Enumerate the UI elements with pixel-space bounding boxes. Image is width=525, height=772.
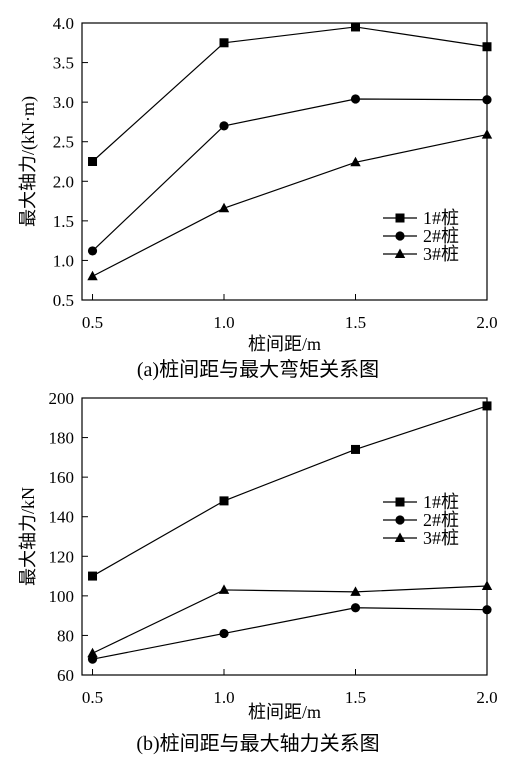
data-point <box>482 401 492 411</box>
y-tick-label: 3.0 <box>53 93 74 112</box>
legend-marker <box>395 231 405 241</box>
data-point <box>219 628 229 639</box>
x-tick-label: 1.0 <box>213 313 234 332</box>
y-tick-label: 1.5 <box>53 212 74 231</box>
x-tick-label: 0.5 <box>82 313 103 332</box>
data-point <box>482 42 492 52</box>
series-3 <box>87 580 493 658</box>
y-tick-label: 2.5 <box>53 133 74 152</box>
y-tick-label: 80 <box>57 626 74 645</box>
y-tick-label: 0.5 <box>53 291 74 310</box>
series-line <box>92 405 488 577</box>
data-point <box>482 95 492 105</box>
data-point <box>219 38 229 48</box>
data-point <box>350 156 361 167</box>
caption-a: (a)桩间距与最大弯矩关系图 <box>137 358 379 381</box>
legend-label: 3#桩 <box>423 528 459 548</box>
plot-frame-a <box>81 22 488 301</box>
y-axis-label-b: 最大轴力/kN <box>18 487 38 586</box>
series-1 <box>88 22 492 166</box>
legend-label: 1#桩 <box>423 492 459 512</box>
data-point <box>350 603 361 613</box>
data-point <box>87 246 98 256</box>
legend-marker <box>394 532 406 542</box>
y-tick-label: 3.5 <box>53 54 74 73</box>
y-tick-label: 100 <box>49 587 75 606</box>
x-axis-label-b: 桩间距/m <box>248 702 321 722</box>
series-line <box>92 585 488 654</box>
series-2 <box>87 603 492 664</box>
legend-label: 3#桩 <box>423 244 459 264</box>
y-tick-label: 200 <box>49 389 75 408</box>
x-tick-label: 1.0 <box>213 688 234 707</box>
y-tick-label: 140 <box>49 508 75 527</box>
y-tick-label: 2.0 <box>53 172 74 191</box>
data-point <box>219 121 229 131</box>
legend-marker <box>394 248 406 258</box>
legend-marker <box>395 213 405 223</box>
legend-marker <box>395 497 405 507</box>
series-1 <box>88 401 492 581</box>
series-2 <box>87 94 492 256</box>
x-tick-label: 2.0 <box>476 688 497 707</box>
x-axis-label-a: 桩间距/m <box>248 334 321 354</box>
y-tick-label: 4.0 <box>53 14 74 33</box>
data-point <box>482 605 492 615</box>
x-tick-label: 1.5 <box>345 313 366 332</box>
data-point <box>351 22 361 32</box>
plot-frame-b <box>81 397 488 676</box>
data-point <box>219 496 229 506</box>
data-point <box>481 580 493 590</box>
data-point <box>218 584 230 594</box>
data-point <box>481 129 493 139</box>
data-point <box>87 647 98 658</box>
legend-label: 1#桩 <box>423 208 459 228</box>
legend-marker <box>395 515 405 525</box>
data-point <box>88 157 98 166</box>
data-point <box>350 586 361 596</box>
x-tick-label: 0.5 <box>82 688 103 707</box>
y-tick-label: 60 <box>57 666 74 685</box>
y-axis-label-a: 最大轴力/(kN·m) <box>18 96 39 227</box>
y-tick-label: 1.0 <box>53 251 74 270</box>
x-tick-label: 2.0 <box>476 313 497 332</box>
data-point <box>351 444 361 454</box>
y-tick-label: 120 <box>49 547 75 566</box>
data-point <box>88 571 98 581</box>
chart-b: 0.5 1.0 1.5 2.0 60 80 100 120 140 160 180 200 1#桩2#… <box>18 389 498 755</box>
series-line <box>92 134 488 277</box>
chart-a: 0.5 1.0 1.5 2.0 0.5 1.0 1.5 2.0 2.5 3.0 3.5 4.0 1#桩… <box>18 14 498 381</box>
legend-b: 1#桩2#桩3#桩 <box>383 492 459 548</box>
data-point <box>87 270 98 281</box>
data-point <box>218 202 230 213</box>
series-3 <box>87 129 493 281</box>
y-tick-label: 180 <box>49 429 75 448</box>
data-point <box>350 94 361 104</box>
caption-b: (b)桩间距与最大轴力关系图 <box>136 732 379 755</box>
series-line <box>92 26 488 162</box>
legend-a: 1#桩2#桩3#桩 <box>383 208 459 264</box>
legend-label: 2#桩 <box>423 510 459 530</box>
series-line <box>92 607 488 660</box>
series-line <box>92 98 488 252</box>
x-tick-label: 1.5 <box>345 688 366 707</box>
y-tick-label: 160 <box>49 468 75 487</box>
legend-label: 2#桩 <box>423 226 459 246</box>
